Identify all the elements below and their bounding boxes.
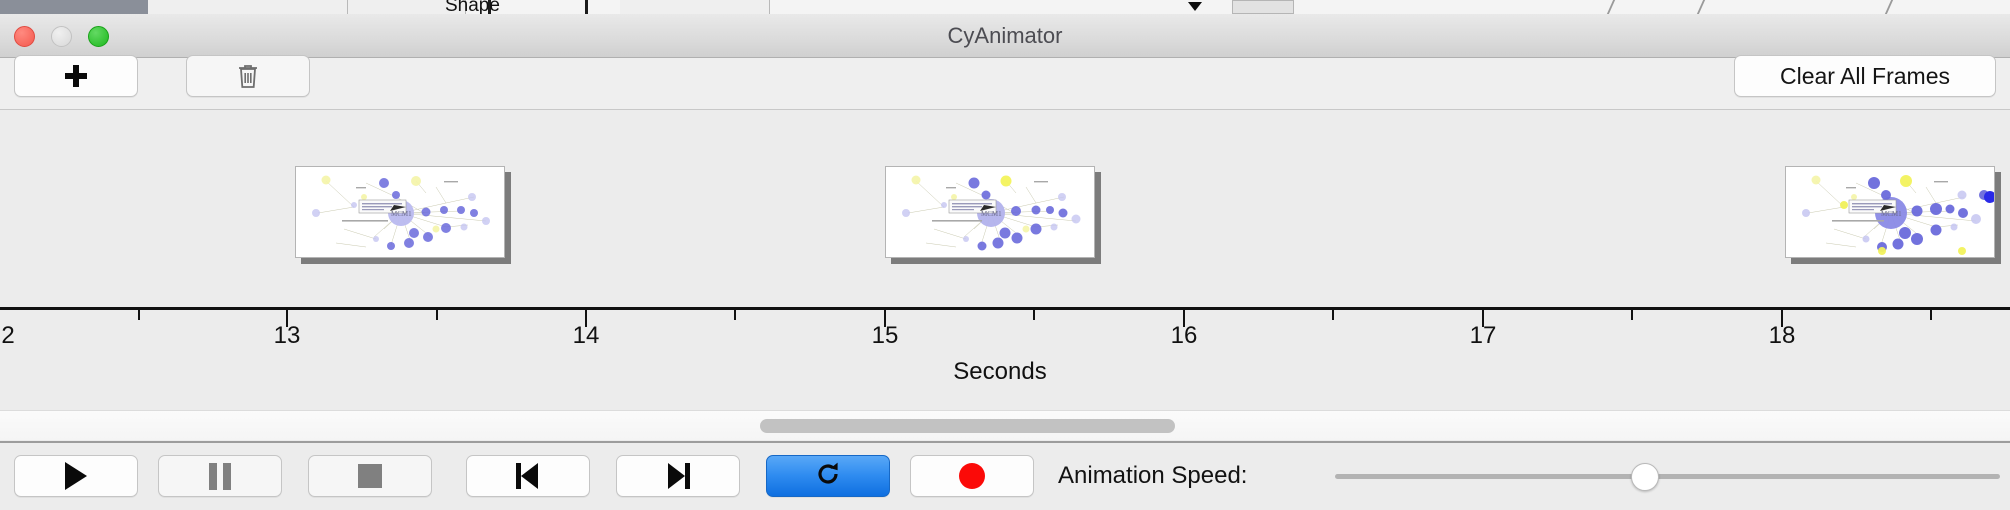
frame-thumbnail: MCM1: [1785, 166, 1995, 258]
pause-button[interactable]: [158, 455, 282, 497]
background-slash: [1696, 0, 1718, 14]
timeline-panel[interactable]: MCM1: [0, 110, 2010, 410]
axis-tick-label: 2: [1, 322, 15, 349]
pause-icon: [209, 462, 231, 490]
axis-minor-tick: [436, 310, 438, 320]
minimize-button[interactable]: [51, 26, 72, 47]
axis-minor-tick: [734, 310, 736, 320]
background-slash: [1884, 0, 1906, 14]
timeline-frame[interactable]: MCM1: [295, 166, 511, 264]
background-tick: [488, 0, 491, 14]
titlebar: CyAnimator: [0, 14, 2010, 58]
axis-tick-label: 14: [572, 322, 600, 349]
frame-thumbnail: MCM1: [885, 166, 1095, 258]
toolbar: [0, 58, 2010, 110]
play-button[interactable]: [14, 455, 138, 497]
record-button[interactable]: [910, 455, 1034, 497]
axis-major-tick: [1781, 310, 1783, 327]
axis-minor-tick: [1332, 310, 1334, 320]
frame-thumbnail: MCM1: [295, 166, 505, 258]
background-window-strip: Shape: [0, 0, 2010, 14]
animation-speed-label: Animation Speed:: [1058, 462, 1248, 489]
background-menu-label: Shape: [445, 0, 500, 14]
background-slash: [1606, 0, 1628, 14]
svg-text:MCM1: MCM1: [981, 210, 1002, 218]
close-button[interactable]: [14, 26, 35, 47]
delete-frame-button[interactable]: [186, 55, 310, 97]
timeline-frame[interactable]: MCM1: [885, 166, 1101, 264]
axis-minor-tick: [1033, 310, 1035, 320]
maximize-button[interactable]: [88, 26, 109, 47]
timeline-axis: [0, 307, 2010, 310]
horizontal-scrollbar[interactable]: [0, 410, 2010, 440]
window-title: CyAnimator: [947, 23, 1063, 48]
timeline-frame[interactable]: MCM1: [1785, 166, 2001, 264]
background-dark-block: [0, 0, 148, 14]
animation-speed-slider[interactable]: [1335, 455, 2000, 497]
clear-all-frames-button[interactable]: Clear All Frames: [1734, 55, 1996, 97]
window-controls: [14, 26, 109, 47]
skip-back-icon: [516, 463, 540, 489]
background-cell: [148, 0, 348, 14]
axis-major-tick: [1183, 310, 1185, 327]
slider-knob[interactable]: [1631, 463, 1659, 491]
loop-button[interactable]: [766, 455, 890, 497]
svg-text:MCM1: MCM1: [1881, 210, 1902, 218]
axis-minor-tick: [138, 310, 140, 320]
axis-title-text: Seconds: [953, 358, 1047, 385]
plus-icon: [65, 65, 87, 87]
previous-frame-button[interactable]: [466, 455, 590, 497]
playback-bar: Animation Speed:: [0, 441, 2010, 510]
add-frame-button[interactable]: [14, 55, 138, 97]
axis-tick-label: 13: [273, 322, 301, 349]
axis-tick-label: 16: [1170, 322, 1198, 349]
axis-minor-tick: [1631, 310, 1633, 320]
stop-icon: [358, 464, 382, 488]
next-frame-button[interactable]: [616, 455, 740, 497]
slider-track[interactable]: [1335, 474, 2000, 479]
play-icon: [65, 462, 87, 490]
background-tick: [585, 0, 588, 14]
axis-tick-label: 15: [871, 322, 899, 349]
background-caret-icon: [1188, 2, 1202, 11]
skip-forward-icon: [666, 463, 690, 489]
background-box: [1232, 0, 1294, 14]
axis-major-tick: [884, 310, 886, 327]
axis-major-tick: [1482, 310, 1484, 327]
axis-tick-label: 18: [1768, 322, 1796, 349]
svg-text:MCM1: MCM1: [391, 210, 412, 218]
axis-major-tick: [286, 310, 288, 327]
record-icon: [959, 463, 985, 489]
axis-title: Seconds: [0, 358, 2010, 386]
loop-icon: [813, 459, 843, 494]
trash-icon: [237, 63, 259, 89]
axis-tick-label: 17: [1469, 322, 1497, 349]
scrollbar-thumb[interactable]: [760, 419, 1175, 433]
axis-minor-tick: [1930, 310, 1932, 320]
stop-button[interactable]: [308, 455, 432, 497]
background-cell: [620, 0, 770, 14]
axis-major-tick: [585, 310, 587, 327]
background-cell: [348, 0, 466, 14]
